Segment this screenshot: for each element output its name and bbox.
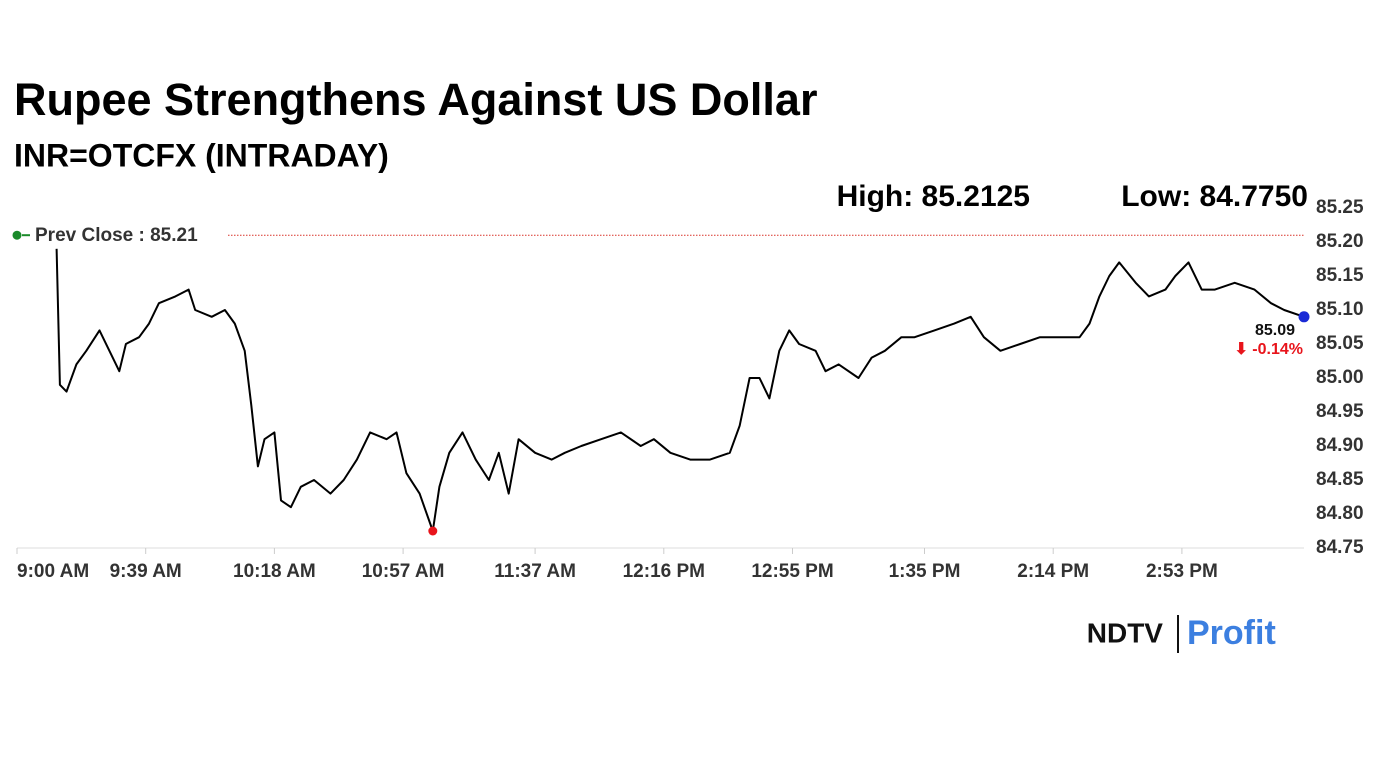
x-tick-label: 12:55 PM	[751, 561, 833, 582]
y-tick-label: 85.05	[1316, 333, 1364, 354]
y-tick-label: 84.80	[1316, 503, 1364, 524]
y-tick-label: 85.10	[1316, 299, 1364, 320]
last-value-label: 85.09	[1255, 322, 1295, 339]
low-marker	[428, 526, 438, 536]
y-tick-label: 85.25	[1316, 197, 1364, 218]
chart-subtitle: INR=OTCFX (INTRADAY)	[14, 137, 389, 173]
y-tick-label: 84.95	[1316, 401, 1364, 422]
x-tick-label: 9:39 AM	[110, 561, 182, 582]
x-tick-label: 10:18 AM	[233, 561, 316, 582]
y-tick-label: 84.90	[1316, 435, 1364, 456]
y-tick-label: 85.15	[1316, 265, 1364, 286]
prev-close-dot	[12, 230, 22, 240]
x-tick-label: 1:35 PM	[889, 561, 961, 582]
logo-brand: NDTV	[1087, 617, 1164, 648]
y-tick-label: 84.75	[1316, 537, 1364, 558]
x-tick-label: 10:57 AM	[362, 561, 445, 582]
prev-close-label: Prev Close : 85.21	[35, 225, 198, 246]
x-tick-label: 12:16 PM	[623, 561, 705, 582]
x-tick-label: 2:14 PM	[1017, 561, 1089, 582]
y-tick-label: 84.85	[1316, 469, 1364, 490]
price-line	[55, 248, 1305, 532]
change-label: ⬇ -0.14%	[1234, 341, 1303, 358]
x-tick-label: 9:00 AM	[17, 561, 89, 582]
high-label: High: 85.2125	[837, 180, 1030, 213]
logo-product: Profit	[1187, 614, 1276, 652]
last-marker	[1298, 311, 1310, 323]
y-tick-label: 85.20	[1316, 231, 1364, 252]
low-label: Low: 84.7750	[1121, 180, 1308, 213]
y-tick-label: 85.00	[1316, 367, 1364, 388]
x-tick-label: 2:53 PM	[1146, 561, 1218, 582]
x-tick-label: 11:37 AM	[494, 561, 576, 582]
chart-title: Rupee Strengthens Against US Dollar	[14, 74, 817, 125]
